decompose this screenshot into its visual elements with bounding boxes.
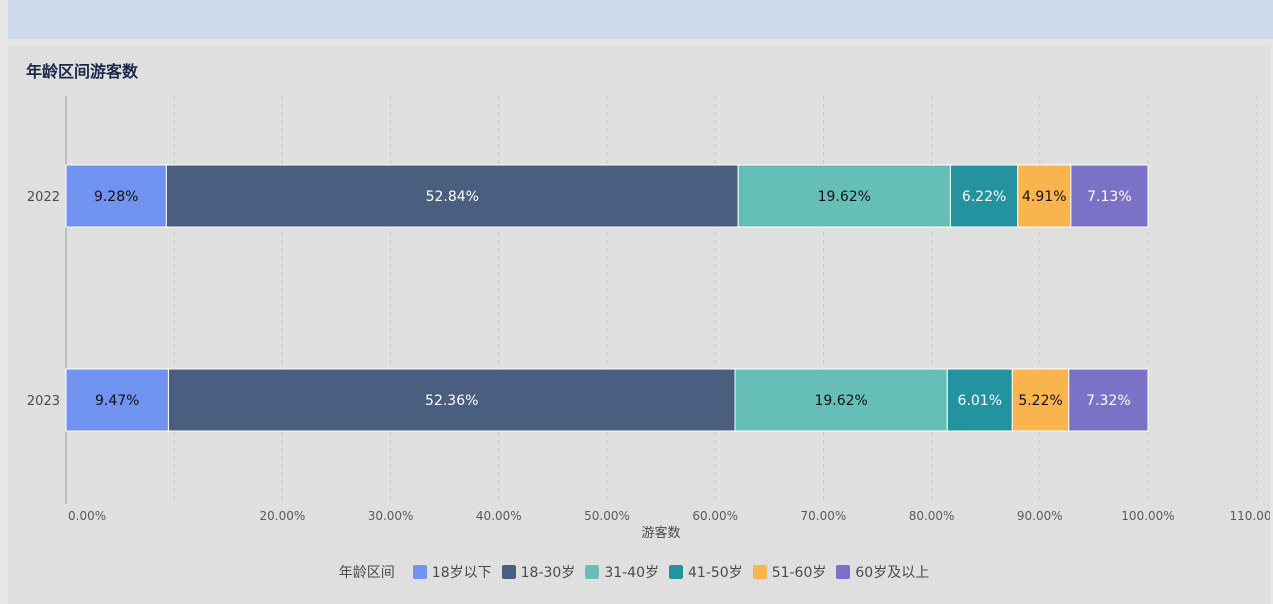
legend-item[interactable]: 18岁以下 xyxy=(413,562,492,582)
legend-item[interactable]: 51-60岁 xyxy=(753,562,827,582)
legend-swatch xyxy=(836,565,850,579)
bar-data-label: 7.32% xyxy=(1086,393,1130,409)
x-tick-label: 100.00% xyxy=(1121,509,1174,523)
legend-item[interactable]: 31-40岁 xyxy=(585,562,659,582)
x-tick-label: 30.00% xyxy=(368,509,414,523)
y-category-label: 2022 xyxy=(27,190,60,205)
bar-data-label: 5.22% xyxy=(1018,393,1062,409)
x-tick-label: 80.00% xyxy=(909,509,955,523)
legend-swatch xyxy=(585,565,599,579)
x-tick-label: 40.00% xyxy=(476,509,522,523)
legend-item[interactable]: 60岁及以上 xyxy=(836,562,929,582)
bar-data-label: 9.28% xyxy=(94,189,138,205)
legend-label: 18-30岁 xyxy=(521,562,576,582)
legend-item[interactable]: 18-30岁 xyxy=(502,562,576,582)
bar-data-label: 4.91% xyxy=(1022,189,1066,205)
legend-label: 18岁以下 xyxy=(432,562,492,582)
legend-label: 31-40岁 xyxy=(604,562,659,582)
bar-data-label: 19.62% xyxy=(818,189,871,205)
x-tick-label: 0.00% xyxy=(68,509,106,523)
bar-data-label: 19.62% xyxy=(814,393,867,409)
legend-swatch xyxy=(669,565,683,579)
bar-data-label: 6.01% xyxy=(958,393,1002,409)
bar-data-label: 7.13% xyxy=(1087,189,1131,205)
bar-data-label: 6.22% xyxy=(962,189,1006,205)
bar-data-label: 9.47% xyxy=(95,393,139,409)
legend-title: 年龄区间 xyxy=(339,562,395,582)
x-tick-label: 110.00% xyxy=(1230,509,1270,523)
bar-data-label: 52.36% xyxy=(425,393,478,409)
legend-swatch xyxy=(502,565,516,579)
top-banner xyxy=(8,0,1273,39)
legend-label: 60岁及以上 xyxy=(855,562,929,582)
legend-swatch xyxy=(413,565,427,579)
legend-label: 41-50岁 xyxy=(688,562,743,582)
x-tick-label: 70.00% xyxy=(801,509,847,523)
legend-item[interactable]: 41-50岁 xyxy=(669,562,743,582)
y-category-label: 2023 xyxy=(27,394,60,409)
legend: 年龄区间 18岁以下 18-30岁 31-40岁 41-50岁 51-60岁 60岁及以上 xyxy=(8,562,1270,582)
bar-data-label: 52.84% xyxy=(426,189,479,205)
x-tick-label: 60.00% xyxy=(692,509,738,523)
legend-swatch xyxy=(753,565,767,579)
stacked-bar-chart: 0.00% 20.00% 30.00% 40.00% 50.00% 60.00% 70.00… xyxy=(8,46,1270,556)
chart-panel: 年龄区间 游客数 0.00% 20.00% 30.00% 40.00% 50.00% 60.… xyxy=(8,46,1270,604)
x-axis-title: 游客数 xyxy=(641,525,680,541)
legend-label: 51-60岁 xyxy=(772,562,827,582)
x-tick-label: 20.00% xyxy=(260,509,306,523)
x-tick-label: 50.00% xyxy=(584,509,630,523)
x-tick-label: 90.00% xyxy=(1017,509,1063,523)
